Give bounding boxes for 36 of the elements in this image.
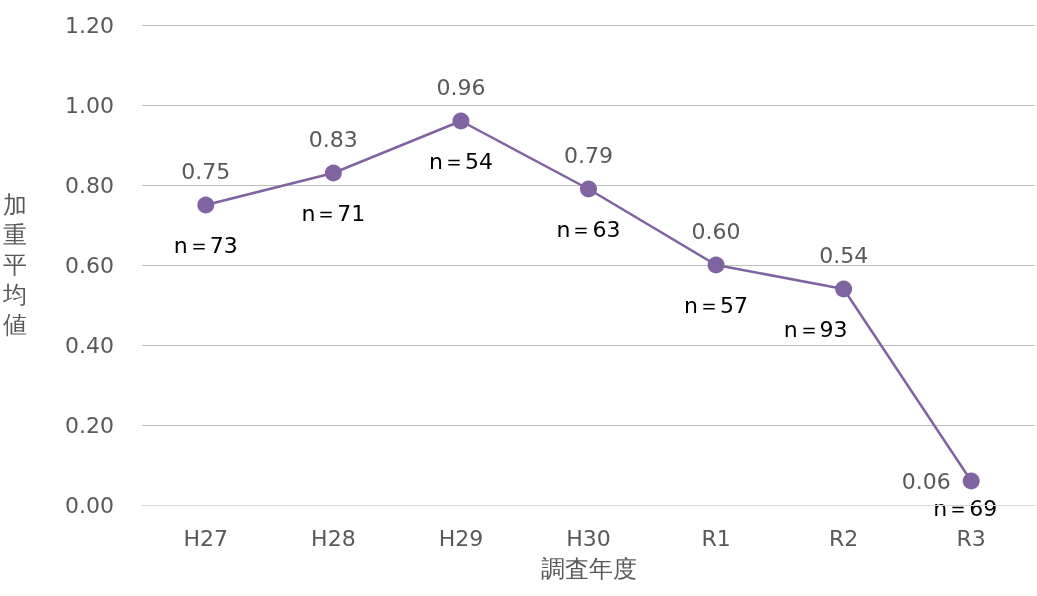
point [324,164,342,182]
y-tick-label: 0.60 [65,252,114,278]
data-label: 0.83 [308,127,358,152]
x-tick-label: R3 [956,525,986,551]
x-tick-label: H29 [438,525,484,551]
point [197,196,215,214]
annotation: n＝57 [684,292,749,318]
data-label: 0.54 [819,243,869,268]
data-label: 0.60 [691,219,741,244]
y-tick-label: 0.00 [65,492,114,518]
x-tick-label: H27 [183,525,229,551]
data-label: 0.75 [181,159,231,184]
point [580,180,597,198]
x-tick-label: H30 [566,525,611,551]
data-label: 0.96 [436,75,486,100]
x-axis-title: 調査年度 [540,555,637,583]
y-axis-title: 加重平均値 [2,191,27,339]
y-tick-label: 0.40 [65,332,114,358]
annotation: n＝71 [301,200,366,226]
annotation: n＝93 [783,316,848,342]
point [452,112,470,130]
annotation: n＝63 [556,216,621,242]
point [835,280,853,298]
x-tick-label: R2 [828,525,859,551]
data-label: 0.06 [901,468,951,494]
point [707,256,725,274]
x-tick-label: H28 [311,525,356,551]
y-tick-label: 1.20 [65,12,114,38]
x-tick-label: R1 [701,525,731,551]
data-label: 0.79 [564,143,613,168]
y-tick-label: 1.00 [65,92,114,118]
point [962,472,980,490]
y-tick-label: 0.20 [65,412,114,438]
annotation: n＝54 [428,148,493,174]
y-tick-label: 0.80 [65,172,114,198]
annotation: n＝73 [173,232,238,258]
